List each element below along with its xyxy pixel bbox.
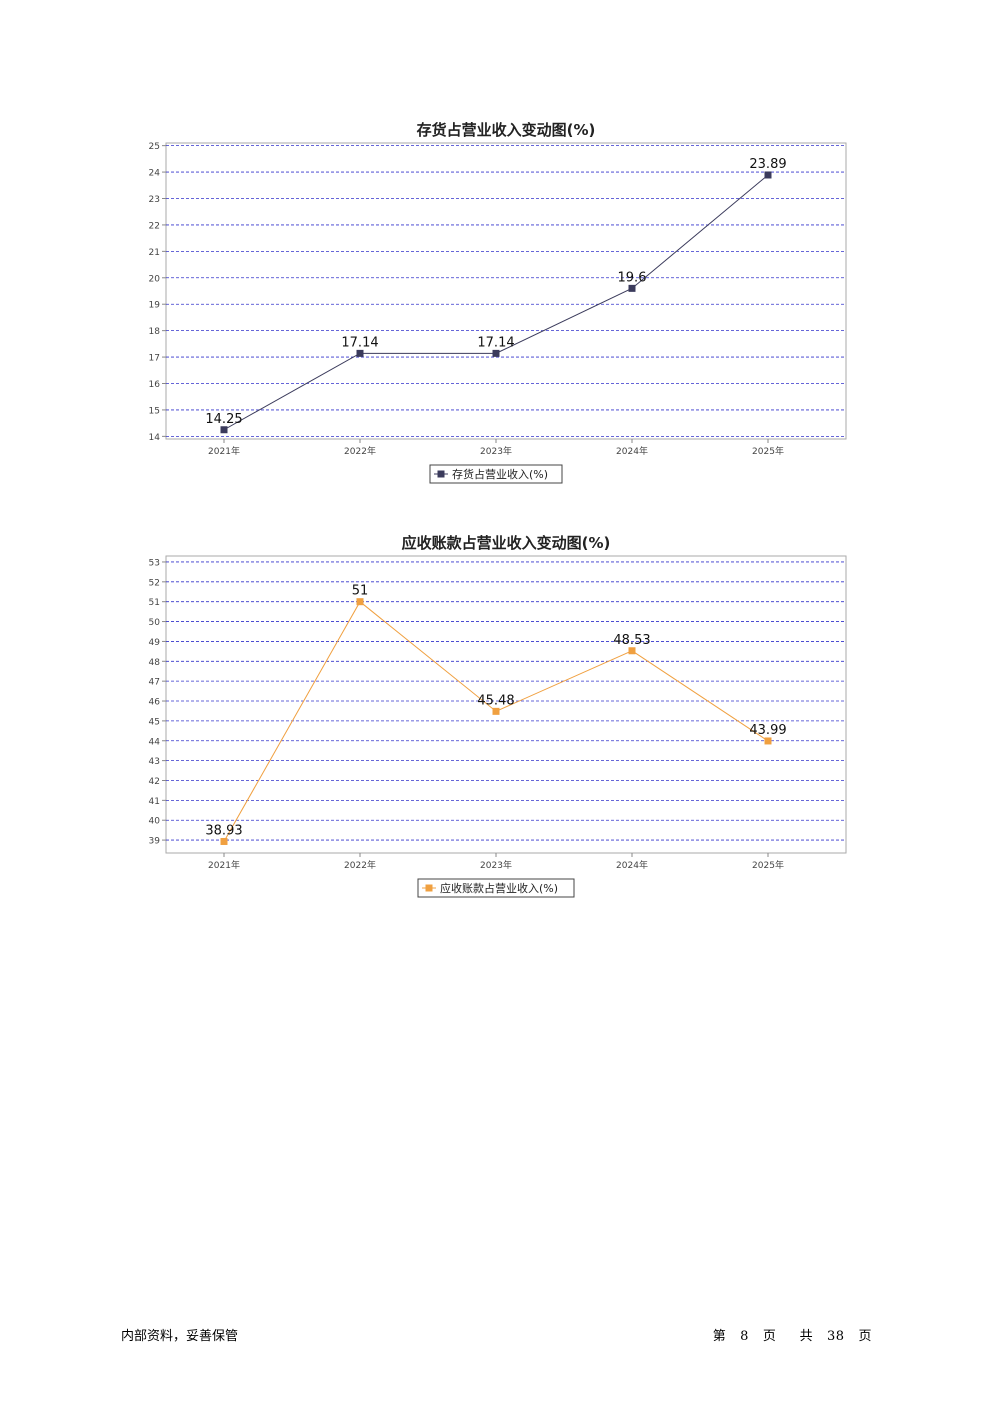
y-tick-label: 45 — [149, 717, 160, 727]
x-tick-label: 2022年 — [344, 859, 376, 871]
data-label: 48.53 — [613, 633, 650, 648]
footer-confidential-note: 内部资料，妥善保管 — [121, 1329, 239, 1344]
data-point — [356, 349, 364, 357]
legend-box — [417, 878, 575, 898]
data-point — [628, 284, 636, 292]
footer-total-pages: 38 — [827, 1329, 845, 1344]
data-label: 45.48 — [477, 693, 514, 708]
footer-page-mid: 页 — [762, 1329, 777, 1344]
y-tick-label: 19 — [149, 301, 161, 311]
data-label: 17.14 — [477, 335, 514, 350]
y-tick-label: 18 — [149, 327, 161, 337]
y-tick-label: 22 — [149, 221, 160, 231]
data-point — [356, 598, 364, 606]
plot-area — [165, 555, 847, 854]
data-label: 23.89 — [749, 157, 786, 172]
y-tick-label: 21 — [149, 248, 160, 258]
x-tick-label: 2023年 — [480, 859, 512, 871]
data-point — [220, 426, 228, 434]
inventory-ratio-chart: 存货占营业收入变动图(%) 25 24 23 22 21 20 19 18 17 16 15 14 202… — [0, 110, 992, 490]
y-tick-label: 48 — [149, 658, 161, 668]
data-label: 14.25 — [205, 412, 242, 427]
y-tick-label: 16 — [149, 380, 161, 390]
y-tick-label: 47 — [149, 678, 160, 688]
data-point — [628, 647, 636, 655]
footer-page-prefix: 第 — [712, 1329, 727, 1344]
data-label: 38.93 — [205, 823, 242, 838]
y-tick-label: 53 — [149, 558, 160, 568]
y-tick-label: 20 — [149, 274, 161, 284]
data-label: 17.14 — [341, 335, 378, 350]
data-point — [220, 837, 228, 845]
y-tick-label: 24 — [149, 169, 161, 179]
y-tick-label: 42 — [149, 777, 160, 787]
legend-marker — [425, 884, 433, 892]
y-tick-label: 15 — [149, 406, 160, 416]
x-tick-label: 2021年 — [208, 859, 240, 871]
data-point — [492, 707, 500, 715]
data-label: 51 — [352, 584, 369, 599]
data-point — [764, 737, 772, 745]
receivables-ratio-chart: 应收账款占营业收入变动图(%) 53 52 51 50 49 48 47 46 45 44 43 42 4… — [0, 523, 992, 903]
receivables-ratio-chart-svg: 应收账款占营业收入变动图(%) 53 52 51 50 49 48 47 46 45 44 43 42 4… — [149, 534, 847, 898]
y-tick-label: 25 — [149, 142, 160, 152]
x-tick-label: 2024年 — [616, 859, 648, 871]
y-tick-label: 14 — [149, 433, 161, 443]
footer-page-info: 第 8 页 共 38 页 — [713, 1325, 872, 1344]
chart-title: 存货占营业收入变动图(%) — [417, 121, 596, 139]
inventory-ratio-chart-svg: 存货占营业收入变动图(%) 25 24 23 22 21 20 19 18 17 16 15 14 202… — [149, 121, 847, 484]
y-tick-label: 17 — [149, 354, 160, 364]
y-tick-label: 50 — [149, 618, 161, 628]
legend-label: 存货占营业收入(%) — [452, 467, 548, 481]
footer-total-prefix: 共 — [799, 1329, 814, 1344]
data-point — [492, 349, 500, 357]
footer-page-number: 8 — [740, 1329, 749, 1344]
legend-marker — [437, 470, 445, 478]
y-tick-label: 39 — [149, 837, 161, 847]
x-tick-label: 2024年 — [616, 445, 648, 457]
y-tick-label: 41 — [149, 797, 160, 807]
x-tick-label: 2021年 — [208, 445, 240, 457]
y-tick-label: 52 — [149, 578, 160, 588]
data-label: 19.6 — [618, 270, 647, 285]
data-label: 43.99 — [749, 723, 786, 738]
legend-label: 应收账款占营业收入(%) — [440, 881, 558, 895]
legend-box — [429, 464, 563, 484]
y-tick-label: 51 — [149, 598, 160, 608]
y-tick-label: 44 — [149, 737, 161, 747]
y-tick-label: 49 — [149, 638, 161, 648]
data-point — [764, 171, 772, 179]
y-tick-label: 23 — [149, 195, 160, 205]
x-tick-label: 2025年 — [752, 859, 784, 871]
footer-page-suffix: 页 — [858, 1329, 872, 1344]
chart-title: 应收账款占营业收入变动图(%) — [402, 534, 611, 552]
x-tick-label: 2025年 — [752, 445, 784, 457]
y-tick-label: 43 — [149, 757, 160, 767]
y-tick-label: 40 — [149, 817, 161, 827]
x-tick-label: 2023年 — [480, 445, 512, 457]
plot-area — [165, 142, 847, 440]
y-tick-label: 46 — [149, 698, 161, 708]
x-tick-label: 2022年 — [344, 445, 376, 457]
